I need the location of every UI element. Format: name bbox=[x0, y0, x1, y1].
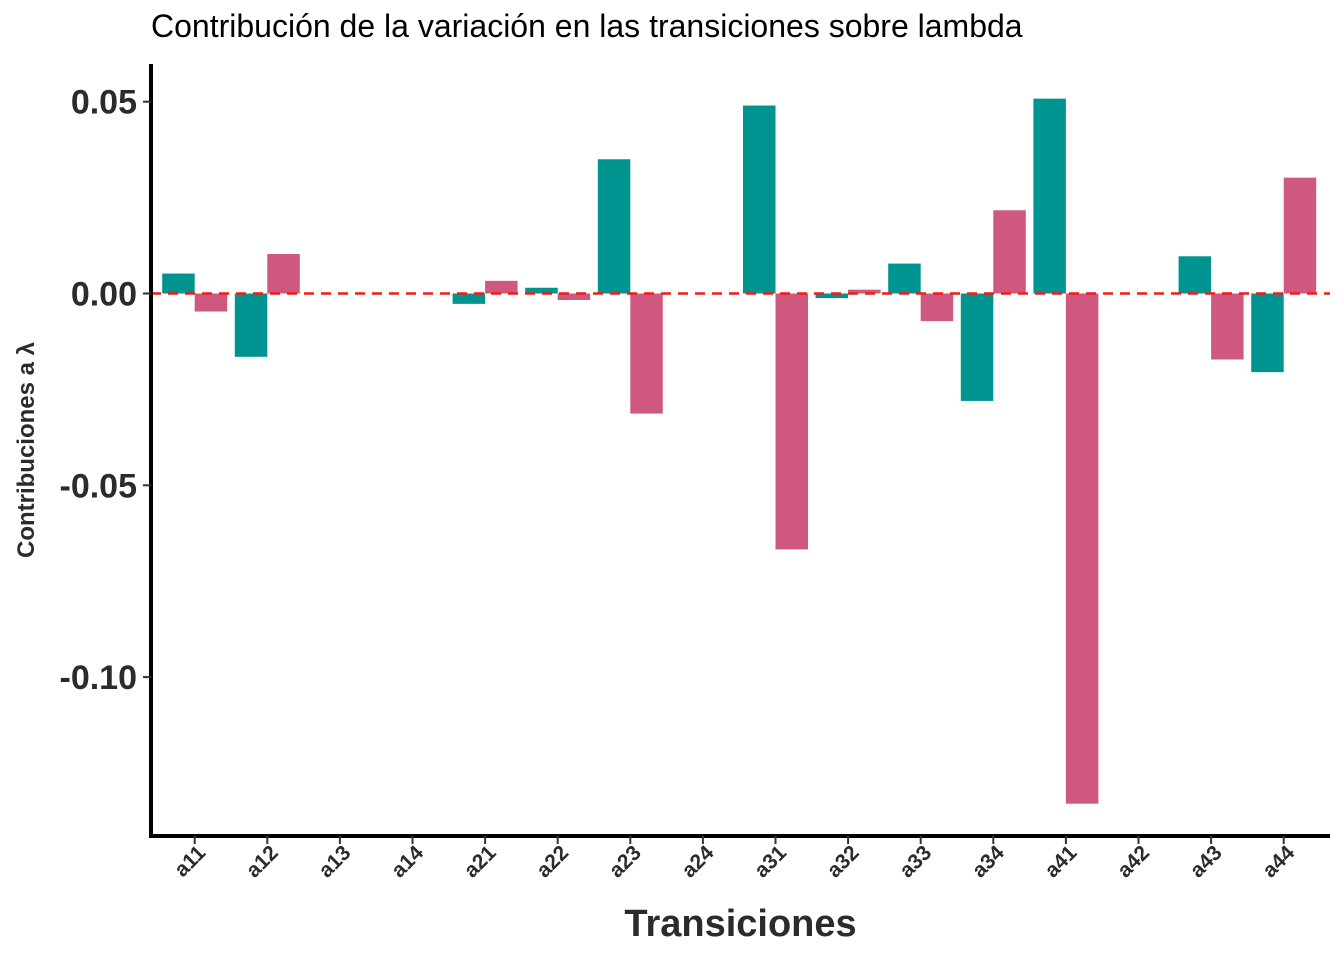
x-tick-label-a11: a11 bbox=[170, 841, 210, 881]
chart-title: Contribución de la variación en las tran… bbox=[151, 8, 1023, 44]
y-axis-ticks: 0.05 0.00 -0.05 -0.10 bbox=[60, 84, 151, 697]
bar-a41-s2 bbox=[1065, 293, 1099, 804]
bar-a23-s1 bbox=[597, 159, 631, 294]
x-tick-label-a22: a22 bbox=[532, 841, 573, 882]
x-tick-label-a12: a12 bbox=[242, 841, 283, 882]
bars-group bbox=[162, 98, 1317, 804]
bar-a21-s2 bbox=[485, 280, 518, 294]
x-axis-ticks: a11 a12 a13 a14 a21 a22 a23 a24 a31 a32 a33 a34 a41 a… bbox=[170, 836, 1299, 882]
x-tick-label-a34: a34 bbox=[968, 841, 1009, 882]
bar-a34-s2 bbox=[993, 210, 1026, 294]
x-tick-label-a44: a44 bbox=[1258, 841, 1299, 882]
bar-a32-s1 bbox=[815, 293, 849, 299]
bar-a22-s1 bbox=[525, 287, 558, 294]
bar-a22-s2 bbox=[557, 293, 591, 301]
bar-a12-s2 bbox=[267, 253, 300, 294]
bar-a31-s2 bbox=[775, 293, 808, 550]
bar-a11-s2 bbox=[194, 293, 228, 312]
y-tick-label: -0.05 bbox=[60, 467, 138, 505]
x-tick-label-a14: a14 bbox=[387, 841, 428, 882]
x-tick-label-a24: a24 bbox=[677, 841, 718, 882]
x-tick-label-a41: a41 bbox=[1040, 841, 1081, 882]
bar-a21-s1 bbox=[452, 293, 486, 304]
bar-a32-s2 bbox=[848, 289, 881, 294]
bar-a11-s1 bbox=[162, 273, 195, 294]
bar-a12-s1 bbox=[234, 293, 268, 357]
x-tick-label-a33: a33 bbox=[895, 841, 936, 882]
y-tick-label: 0.05 bbox=[71, 84, 137, 122]
y-tick-label: 0.00 bbox=[71, 276, 137, 314]
bar-a43-s1 bbox=[1178, 256, 1212, 294]
bar-a33-s1 bbox=[888, 263, 921, 294]
bar-a44-s2 bbox=[1283, 177, 1317, 294]
x-tick-label-a42: a42 bbox=[1113, 841, 1154, 882]
x-tick-label-a23: a23 bbox=[605, 841, 646, 882]
x-axis-title: Transiciones bbox=[624, 903, 856, 945]
bar-a33-s2 bbox=[920, 293, 954, 322]
x-tick-label-a32: a32 bbox=[823, 841, 864, 882]
y-tick-label: -0.10 bbox=[60, 659, 138, 697]
y-axis-title: Contribuciones a λ bbox=[13, 342, 40, 558]
x-tick-label-a31: a31 bbox=[750, 841, 791, 882]
x-tick-label-a43: a43 bbox=[1186, 841, 1227, 882]
bar-a43-s2 bbox=[1211, 293, 1244, 360]
bar-a41-s1 bbox=[1033, 98, 1066, 294]
bar-a34-s1 bbox=[960, 293, 994, 401]
bar-a31-s1 bbox=[743, 105, 776, 294]
x-tick-label-a21: a21 bbox=[460, 841, 501, 882]
bar-a44-s1 bbox=[1251, 293, 1284, 373]
bar-a23-s2 bbox=[630, 293, 663, 414]
x-tick-label-a13: a13 bbox=[314, 841, 355, 882]
